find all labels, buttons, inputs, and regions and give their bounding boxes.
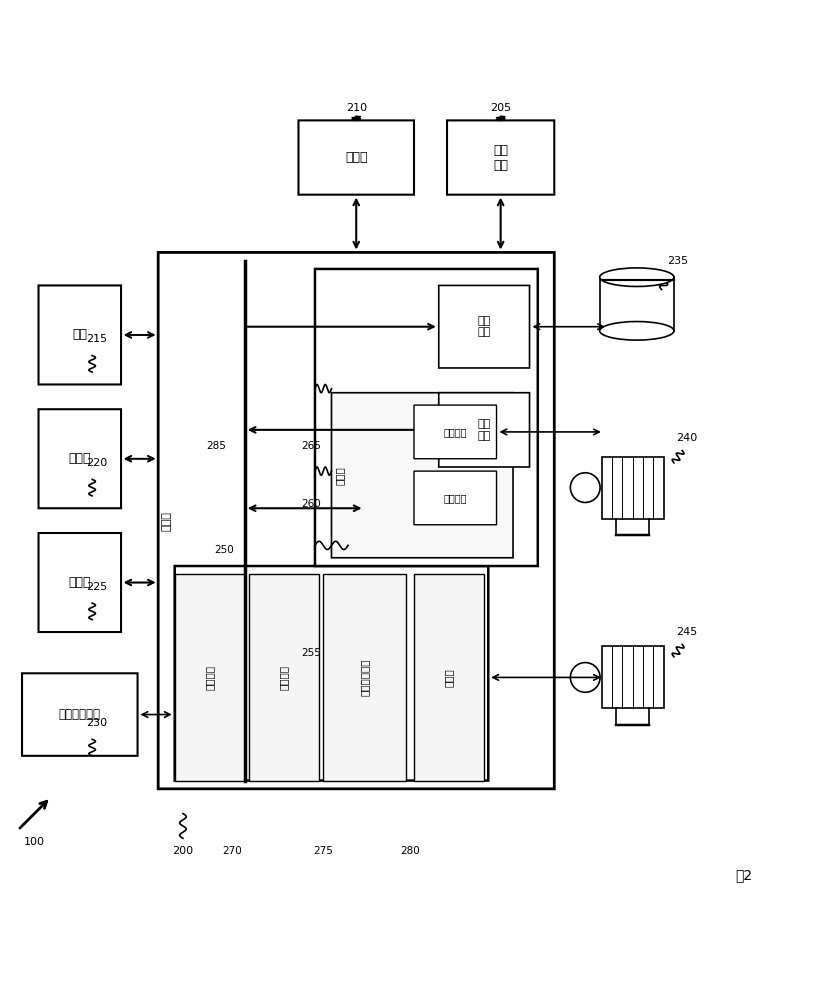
Text: 驱动装置参数: 驱动装置参数 [59,708,101,721]
Circle shape [570,663,600,692]
FancyBboxPatch shape [414,405,496,459]
Text: 245: 245 [675,627,696,637]
Text: 200: 200 [172,846,194,856]
FancyBboxPatch shape [158,252,553,789]
Text: 270: 270 [222,846,242,856]
Text: 处理单元: 处理单元 [204,665,214,690]
FancyBboxPatch shape [314,269,537,566]
Text: 存储器: 存储器 [334,466,344,485]
Bar [323,574,405,781]
FancyBboxPatch shape [298,120,414,195]
FancyBboxPatch shape [414,471,496,525]
Text: 225: 225 [85,582,107,592]
Text: 230: 230 [86,718,107,728]
Text: 电源: 电源 [72,328,87,341]
Text: 250: 250 [214,545,234,555]
Text: 280: 280 [399,846,419,856]
Text: 指示器: 指示器 [345,151,367,164]
Text: 控制单元: 控制单元 [279,665,289,690]
Bar [249,574,318,781]
Bar [174,574,245,781]
FancyBboxPatch shape [447,120,553,195]
Text: 235: 235 [667,256,688,266]
Text: 205: 205 [490,103,510,113]
FancyBboxPatch shape [39,533,121,632]
Bar [601,646,662,708]
FancyBboxPatch shape [331,393,513,558]
Text: 285: 285 [206,441,226,451]
Text: 255: 255 [300,648,320,658]
FancyBboxPatch shape [438,393,529,467]
FancyBboxPatch shape [39,409,121,508]
FancyBboxPatch shape [39,285,121,384]
Text: 用户
界面: 用户 界面 [493,144,508,172]
Text: 程序存储: 程序存储 [443,493,466,503]
FancyBboxPatch shape [174,566,488,781]
Ellipse shape [599,268,673,286]
Bar [601,457,662,519]
Text: 寄存器: 寄存器 [443,668,453,687]
Text: 控制器: 控制器 [161,511,171,531]
Text: 275: 275 [313,846,332,856]
Text: 传感器: 传感器 [69,452,91,465]
Text: 输出
单元: 输出 单元 [477,316,490,338]
Text: 240: 240 [675,433,696,443]
Text: 100: 100 [24,837,45,847]
FancyBboxPatch shape [438,285,529,368]
FancyBboxPatch shape [22,673,137,756]
Text: 210: 210 [345,103,366,113]
Text: 算术逻辑单元: 算术逻辑单元 [359,659,369,696]
Text: 265: 265 [300,441,320,451]
Ellipse shape [599,322,673,340]
Text: 图2: 图2 [734,868,752,882]
Text: 220: 220 [85,458,107,468]
Text: 260: 260 [300,499,320,509]
Circle shape [570,473,600,502]
Text: 215: 215 [86,334,107,344]
Text: 输入
单元: 输入 单元 [477,419,490,441]
Text: 液压缸: 液压缸 [69,576,91,589]
Bar [414,574,484,781]
Text: 数据存储: 数据存储 [443,427,466,437]
